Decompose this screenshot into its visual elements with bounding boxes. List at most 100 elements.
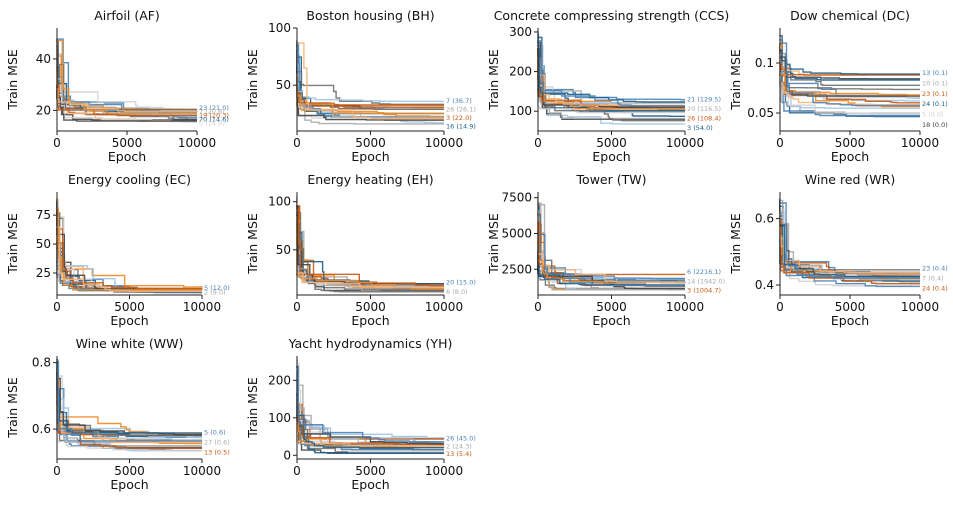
line-end-label: 13 (5.4) [446,450,472,458]
x-tick-label: 5000 [355,136,386,150]
line-end-label: 26 (26.1) [446,106,476,114]
series-line [56,92,197,123]
y-tick-label: 50 [36,237,51,251]
series-line [779,225,920,278]
y-tick-label: 50 [276,78,291,92]
subplot-9: Wine white (WW) 5 (0.6) 27 (0.6) 13 (0.5) 0 5… [5,336,230,492]
subplot-title: Concrete compressing strength (CCS) [494,8,730,23]
y-axis-label: Train MSE [5,49,20,111]
y-axis-label: Train MSE [728,49,743,111]
series-line [296,76,444,110]
series-line [296,74,444,118]
y-tick-label: 0 [283,448,291,462]
x-axis-label: Epoch [831,149,869,164]
x-tick-label: 0 [293,300,301,314]
y-axis-label: Train MSE [245,213,260,275]
y-tick-label: 0.8 [32,356,51,370]
y-tick-label: 75 [36,208,51,222]
series-line [537,45,685,101]
series-line [296,241,444,287]
series-line [296,205,444,292]
series-line [56,208,202,291]
series-line [296,221,444,290]
y-tick-label: 2500 [501,262,532,276]
series-line [537,250,685,286]
series-line [779,53,920,81]
y-tick-label: 5000 [501,226,532,240]
series-line [779,52,920,106]
y-tick-label: 100 [268,21,291,35]
x-tick-label: 0 [293,136,301,150]
series-line [56,212,202,293]
series-line [779,39,920,86]
subplot-7: Tower (TW) 6 (2216.1)14 (1942.0) 3 (1004.7… [486,172,725,328]
y-tick-label: 100 [268,195,291,209]
series-line [56,229,202,291]
line-end-label: 24 (0.4) [922,284,948,292]
subplot-3: Concrete compressing strength (CCS) 21 (1… [486,8,729,164]
x-tick-label: 0 [534,300,542,314]
series-line [56,359,202,436]
series-line [56,373,202,436]
series-line [56,406,202,452]
series-line [56,377,202,449]
x-axis-label: Epoch [592,313,630,328]
line-end-label: 3 (1004.7) [687,287,721,295]
line-end-label: 23 (0.4) [922,264,948,272]
series-line [296,245,444,288]
line-end-label: 23 (21.0) [199,104,229,112]
series-line [56,228,202,291]
x-axis-label: Epoch [351,477,389,492]
y-tick-label: 7500 [501,191,532,205]
subplot-2: Boston housing (BH) 7 (36.7)26 (26.1)3 (2… [245,8,476,164]
series-line [296,208,444,287]
y-tick-label: 50 [276,243,291,257]
series-line [296,365,444,443]
subplot-5: Energy cooling (EC) 5 (12.0)2 (9.0) 0 5000 1… [5,172,230,328]
line-end-label: 19 (20.3) [199,112,229,120]
x-axis-label: Epoch [592,149,630,164]
series-line [779,246,920,285]
subplot-8: Wine red (WR) 23 (0.4) 7 (0.4) 24 (0.4) 0 500… [728,172,948,328]
x-axis-label: Epoch [831,313,869,328]
line-end-label: 23 (0.1) [922,90,948,98]
y-tick-label: 300 [509,25,532,39]
line-end-label: 20 (14.6) [199,115,229,123]
x-tick-label: 10000 [666,300,704,314]
series-line [779,73,920,96]
y-tick-label: 100 [509,104,532,118]
x-tick-label: 10000 [666,136,704,150]
y-tick-label: 200 [509,65,532,79]
x-tick-label: 0 [53,136,61,150]
x-axis-label: Epoch [110,313,148,328]
subplot-title: Airfoil (AF) [94,8,160,23]
series-line [296,90,444,102]
subplot-title: Wine white (WW) [76,336,184,351]
series-line [779,211,920,274]
y-tick-label: 100 [268,411,291,425]
series-line [296,42,444,107]
x-tick-label: 5000 [112,136,143,150]
y-tick-label: 40 [36,52,51,66]
series-line [296,92,444,106]
x-tick-label: 0 [776,300,784,314]
series-line [56,362,202,434]
line-end-label: 18 (0.0) [922,121,948,129]
line-end-label: 3 (54.0) [687,124,713,132]
subplot-10: Yacht hydrodynamics (YH) 26 (45.0)2 (24.3… [245,336,476,492]
line-end-label: 26 (108.4) [687,114,721,122]
y-tick-label: 25 [36,266,51,280]
series-line [779,42,920,107]
x-tick-label: 5000 [355,464,386,478]
x-tick-label: 10000 [901,300,939,314]
x-tick-label: 0 [53,300,61,314]
y-axis-label: Train MSE [245,49,260,111]
line-end-label: 10 (0.1) [922,79,948,87]
line-end-label: 6 (2216.1) [687,268,721,276]
x-axis-label: Epoch [351,313,389,328]
x-tick-label: 0 [776,136,784,150]
x-tick-label: 5000 [355,300,386,314]
subplot-1: Airfoil (AF)23 (21.0)7 (20.6)19 (20.3)20… [5,8,229,164]
x-tick-label: 5000 [596,136,627,150]
